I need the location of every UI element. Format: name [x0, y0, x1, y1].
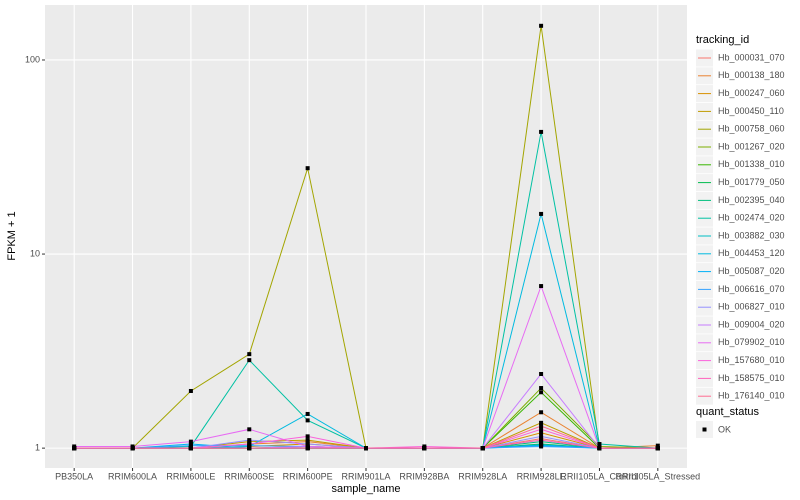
- point: [305, 446, 310, 451]
- point: [247, 442, 252, 447]
- x-tick-label: PB350LA: [55, 471, 93, 481]
- point: [539, 390, 544, 395]
- point: [539, 129, 544, 134]
- x-tick-label: RRIM901LA: [341, 471, 390, 481]
- point: [188, 443, 193, 448]
- legend-label: Hb_000138_180: [718, 70, 785, 80]
- point: [305, 418, 310, 423]
- legend-label: Hb_001779_050: [718, 177, 785, 187]
- point: [72, 446, 77, 451]
- x-tick-label: RRIM600PE: [283, 471, 333, 481]
- point: [305, 438, 310, 443]
- point: [539, 427, 544, 432]
- y-axis-title: FPKM + 1: [6, 211, 18, 260]
- legend-label: Hb_157680_010: [718, 355, 785, 365]
- legend-label: OK: [718, 424, 731, 434]
- point: [422, 446, 427, 451]
- point: [539, 420, 544, 425]
- legend-label: Hb_004453_120: [718, 248, 785, 258]
- legend-label: Hb_002474_020: [718, 213, 785, 223]
- legend-label: Hb_001267_020: [718, 141, 785, 151]
- point: [247, 438, 252, 443]
- legend-label: Hb_005087_020: [718, 266, 785, 276]
- point: [188, 446, 193, 451]
- legend-label: Hb_006616_070: [718, 284, 785, 294]
- legend-label: Hb_009004_020: [718, 319, 785, 329]
- legend-label: Hb_158575_010: [718, 373, 785, 383]
- point: [247, 427, 252, 432]
- y-tick-label: 1: [35, 443, 40, 453]
- x-tick-label: RRIM928LA: [458, 471, 507, 481]
- point: [539, 23, 544, 28]
- point: [305, 166, 310, 171]
- point: [247, 446, 252, 451]
- point: [247, 358, 252, 363]
- legend-title: tracking_id: [696, 34, 749, 46]
- x-tick-label: RRIM928BA: [399, 471, 449, 481]
- point: [188, 388, 193, 393]
- x-tick-label: RRIM600LE: [166, 471, 215, 481]
- legend-label: Hb_001338_010: [718, 159, 785, 169]
- point: [130, 446, 135, 451]
- legend-label: Hb_000031_070: [718, 52, 785, 62]
- point: [539, 434, 544, 439]
- point: [247, 352, 252, 357]
- point: [655, 443, 660, 448]
- point: [539, 444, 544, 449]
- point: [655, 446, 660, 451]
- x-tick-label: RRII105LA_Stressed: [616, 471, 701, 481]
- x-tick-label: RRIM928LE: [517, 471, 566, 481]
- point: [188, 439, 193, 444]
- point: [539, 371, 544, 376]
- point: [364, 446, 368, 451]
- point: [597, 442, 602, 447]
- legend-label: Hb_002395_040: [718, 195, 785, 205]
- legend-label: Hb_000450_110: [718, 106, 784, 116]
- point: [539, 410, 544, 415]
- x-tick-label: RRIM600LA: [108, 471, 157, 481]
- point: [539, 430, 544, 435]
- x-axis-title: sample_name: [331, 483, 400, 495]
- x-tick-label: RRII105LA_Control: [560, 471, 638, 481]
- point: [539, 211, 544, 216]
- point: [597, 446, 602, 451]
- shape-legend-title: quant_status: [696, 406, 759, 418]
- point: [305, 442, 310, 447]
- legend-label: Hb_006827_010: [718, 302, 785, 312]
- legend-shape: [702, 427, 707, 432]
- legend-label: Hb_176140_010: [718, 391, 785, 401]
- legend-label: Hb_003882_030: [718, 230, 785, 240]
- y-tick-label: 10: [30, 248, 40, 258]
- x-tick-label: RRIM600SE: [224, 471, 274, 481]
- point: [539, 386, 544, 391]
- legend-label: Hb_000247_060: [718, 88, 785, 98]
- point: [305, 434, 310, 439]
- point: [539, 438, 544, 443]
- point: [539, 284, 544, 289]
- y-tick-label: 100: [25, 54, 40, 64]
- legend-label: Hb_079902_010: [718, 337, 785, 347]
- legend-label: Hb_000758_060: [718, 124, 785, 134]
- point: [539, 424, 544, 429]
- point: [305, 411, 310, 416]
- point: [480, 446, 485, 451]
